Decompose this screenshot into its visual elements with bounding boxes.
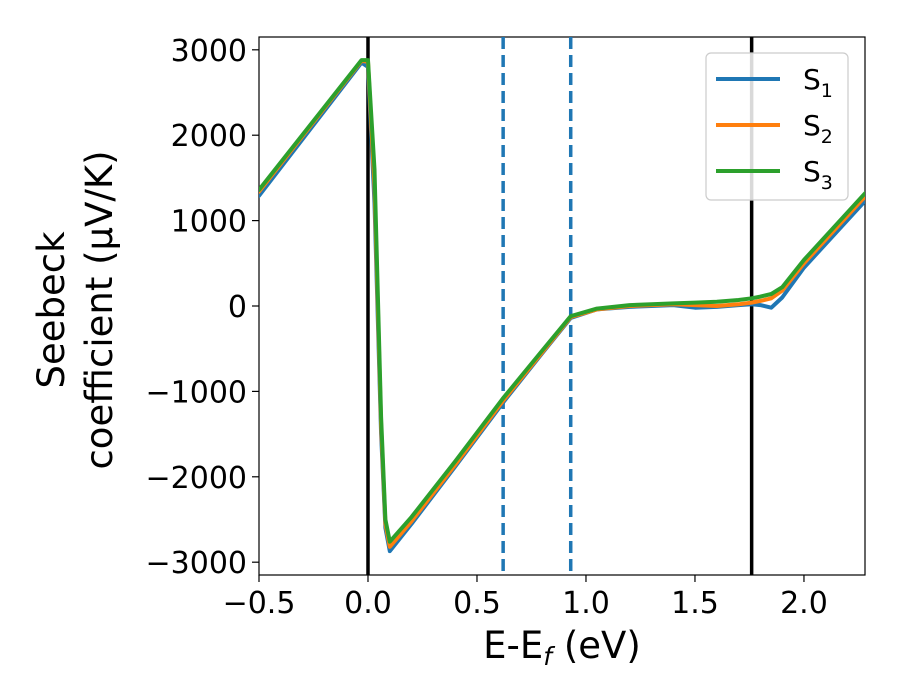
y-tick-label: −2000 <box>146 461 247 496</box>
y-tick-label: −3000 <box>146 546 247 581</box>
legend: S1 S2 S3 <box>705 52 849 201</box>
plot-area: −0.5 0.0 0.5 1.0 1.5 2.0 3000 2000 1000 0 −1000 −2… <box>146 34 866 621</box>
y-tick-label: 0 <box>228 290 247 325</box>
legend-label-s3: S3 <box>803 155 833 194</box>
x-tick-label: −0.5 <box>223 586 296 621</box>
x-axis-label-main: E-E <box>483 624 543 667</box>
y-tick-label: 1000 <box>171 205 247 240</box>
y-axis-ticks: 3000 2000 1000 0 −1000 −2000 −3000 <box>146 34 259 581</box>
y-tick-label: −1000 <box>146 375 247 410</box>
x-axis-ticks: −0.5 0.0 0.5 1.0 1.5 2.0 <box>223 575 828 621</box>
x-axis-label: E-Ef (eV) <box>483 624 641 671</box>
x-tick-label: 1.5 <box>671 586 719 621</box>
x-tick-label: 0.0 <box>344 586 392 621</box>
x-tick-label: 2.0 <box>780 586 828 621</box>
y-axis-label-line2: coefficient (μV/K) <box>78 150 121 469</box>
y-axis-label-line1: Seebeck <box>30 231 73 389</box>
y-axis-label: Seebeck coefficient (μV/K) <box>30 150 121 469</box>
legend-label-s2: S2 <box>803 109 833 148</box>
x-tick-label: 0.5 <box>453 586 501 621</box>
legend-label-s1: S1 <box>803 63 833 102</box>
y-tick-label: 3000 <box>171 34 247 69</box>
y-tick-label: 2000 <box>171 119 247 154</box>
x-tick-label: 1.0 <box>562 586 610 621</box>
series-lines <box>259 58 865 554</box>
svg-text:E-Ef (eV): E-Ef (eV) <box>483 624 641 671</box>
series-line-s3 <box>259 58 865 544</box>
x-axis-label-unit: (eV) <box>552 624 641 667</box>
